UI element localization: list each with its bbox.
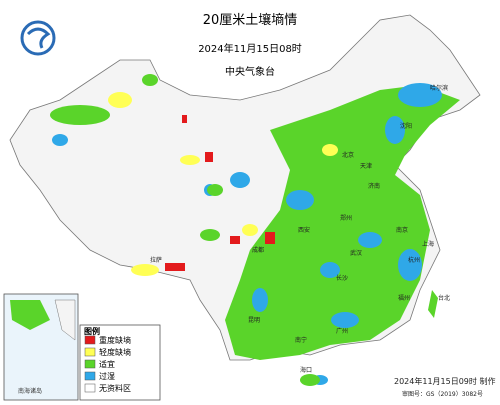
agency: 中央气象台 xyxy=(225,65,275,78)
place-label: 哈尔滨 xyxy=(430,84,448,92)
place-label: 天津 xyxy=(360,163,372,170)
place-label: 昆明 xyxy=(248,317,260,324)
legend-title: 图例 xyxy=(84,326,100,336)
place-label: 南宁 xyxy=(295,336,307,344)
place-label: 沈阳 xyxy=(400,122,412,130)
legend-swatch xyxy=(84,371,96,381)
place-label: 福州 xyxy=(398,294,410,302)
logo xyxy=(20,20,56,56)
legend-swatch xyxy=(84,383,96,393)
legend-label: 适宜 xyxy=(99,359,115,369)
hainan xyxy=(300,374,320,386)
slight-drought xyxy=(108,92,338,276)
place-label: 海口 xyxy=(300,366,312,374)
place-label: 台北 xyxy=(438,294,450,302)
place-label: 长沙 xyxy=(336,274,348,282)
legend-swatch xyxy=(84,359,96,369)
taiwan xyxy=(428,290,438,318)
place-label: 武汉 xyxy=(350,249,362,257)
place-label: 南京 xyxy=(396,226,408,234)
legend-label: 无资料区 xyxy=(99,383,131,393)
legend-label: 轻度缺墒 xyxy=(99,347,131,357)
green-patches-west xyxy=(50,74,223,241)
legend-label: 重度缺墒 xyxy=(99,335,131,345)
datetime: 2024年11月15日08时 xyxy=(198,42,302,55)
place-label: 郑州 xyxy=(340,214,352,222)
place-label: 济南 xyxy=(368,182,380,190)
moist-suitable xyxy=(225,85,460,360)
inset-land xyxy=(54,299,76,341)
legend-swatch xyxy=(84,335,96,345)
place-label: 成都 xyxy=(252,246,264,254)
made-time: 2024年11月15日09时 制作 xyxy=(394,376,495,386)
place-label: 西安 xyxy=(298,226,310,234)
place-label: 上海 xyxy=(422,240,434,248)
place-label: 广州 xyxy=(336,327,348,335)
inset-land xyxy=(10,300,50,330)
place-label: 拉萨 xyxy=(150,256,162,264)
place-label: 北京 xyxy=(342,151,354,159)
title: 20厘米土壤墒情 xyxy=(203,12,298,28)
legend-label: 过湿 xyxy=(99,371,115,381)
inset-label: 南海诸岛 xyxy=(18,387,42,395)
approval-no: 审图号：GS（2019）3082号 xyxy=(402,390,483,398)
place-label: 杭州 xyxy=(408,256,420,264)
legend-swatch xyxy=(84,347,96,357)
